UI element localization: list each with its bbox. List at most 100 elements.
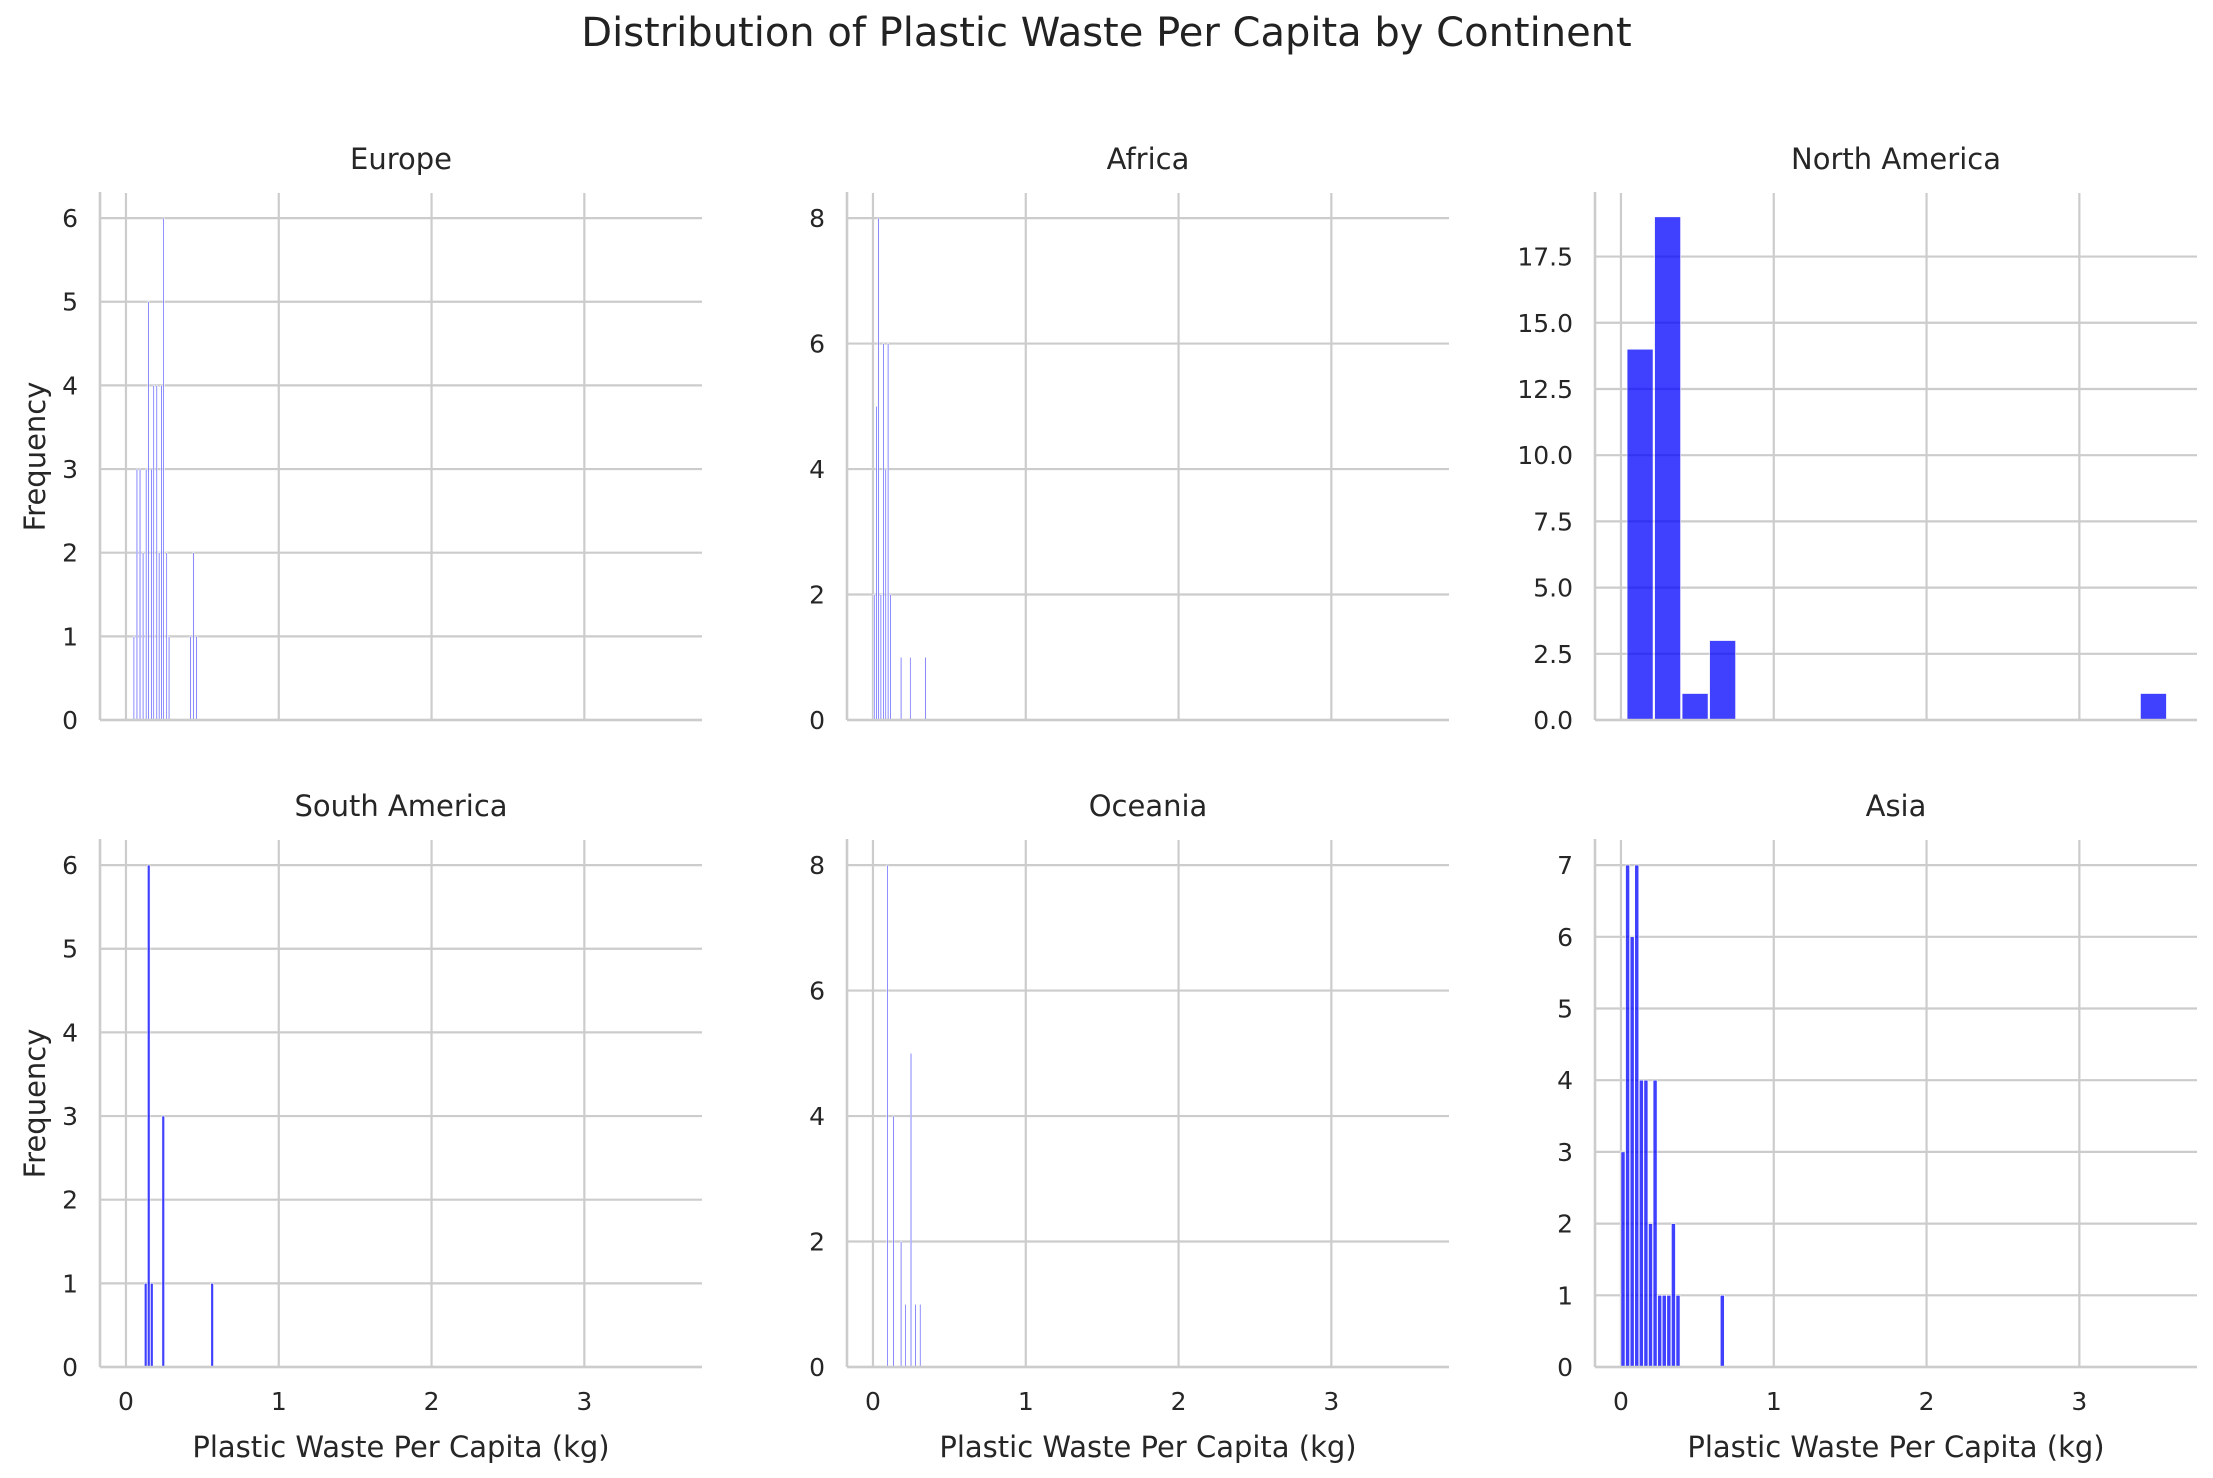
histogram-bar — [142, 552, 144, 721]
histogram-bar — [1629, 936, 1635, 1368]
panel-title: Africa — [1107, 142, 1190, 176]
histogram-bar — [1654, 216, 1681, 721]
y-tick-label: 4 — [809, 455, 825, 484]
histogram-bar — [887, 343, 889, 721]
histogram-bar — [882, 343, 885, 721]
histogram-bar — [884, 468, 887, 721]
histogram-bar — [155, 385, 158, 721]
y-tick-label: 4 — [1557, 1066, 1573, 1095]
y-tick-label: 4 — [62, 371, 78, 400]
histogram-bar — [158, 552, 161, 721]
histogram-bar — [1719, 1294, 1725, 1368]
histogram-bar — [877, 217, 880, 721]
histogram-bar — [160, 385, 163, 721]
y-tick-label: 10.0 — [1517, 441, 1573, 470]
y-tick-label: 8 — [809, 204, 825, 233]
x-tick-label: 3 — [1323, 1387, 1339, 1416]
y-tick-label: 2 — [62, 1186, 78, 1215]
panel-north-america: 0.0 2.5 5.0 7.5 10.0 12.5 15.0 17.5 North Americ… — [1517, 142, 2197, 735]
histogram-bar — [192, 552, 195, 721]
y-tick-label: 0 — [62, 706, 78, 735]
histogram-bar — [886, 864, 889, 1368]
panel-title: Europe — [350, 142, 452, 176]
x-tick-label: 2 — [424, 1387, 440, 1416]
histogram-bar — [139, 468, 141, 721]
histogram-bar — [150, 1283, 154, 1368]
histogram-bar — [150, 468, 153, 721]
x-tick-label: 0 — [118, 1387, 134, 1416]
panel-europe: 0 1 2 3 4 5 6 Europe Frequency — [18, 142, 702, 735]
x-tick-label: 1 — [1766, 1387, 1782, 1416]
histogram-bar — [133, 636, 135, 721]
panel-title: Oceania — [1089, 789, 1208, 823]
y-tick-label: 5.0 — [1533, 574, 1573, 603]
histogram-bar — [892, 1115, 895, 1368]
histogram-bar — [144, 1283, 148, 1368]
histogram-bar — [162, 217, 165, 721]
panel-title: South America — [294, 789, 507, 823]
y-tick-label: 4 — [62, 1018, 78, 1047]
histogram-bar — [1620, 1151, 1626, 1368]
x-axis-label: Plastic Waste Per Capita (kg) — [1687, 1430, 2104, 1464]
histogram-bar — [189, 636, 192, 721]
histogram-bar — [1657, 1294, 1662, 1368]
panel-asia: 0 1 2 3 4 5 6 7 0 1 2 3 Asia Plastic Waste Per Capita… — [1557, 789, 2197, 1464]
y-tick-label: 1 — [62, 622, 78, 651]
y-tick-label: 7 — [1557, 851, 1573, 880]
panel-africa: 0 2 4 6 8 Africa — [809, 142, 1449, 735]
y-tick-label: 2 — [1557, 1210, 1573, 1239]
x-axis-label: Plastic Waste Per Capita (kg) — [192, 1430, 609, 1464]
y-axis-label: Frequency — [18, 1029, 52, 1179]
histogram-bar — [1661, 1294, 1667, 1368]
y-tick-label: 5 — [62, 288, 78, 317]
histogram-bar — [924, 656, 927, 721]
histogram-bar — [168, 636, 170, 721]
histogram-bar — [147, 301, 150, 721]
histogram-bar — [914, 1303, 917, 1368]
panel-oceania: 0 2 4 6 8 0 1 2 3 Oceania Plastic Waste Per Capita… — [809, 789, 1449, 1464]
histogram-bar — [1709, 640, 1736, 721]
y-tick-label: 0 — [809, 1353, 825, 1382]
y-tick-label: 7.5 — [1533, 507, 1573, 536]
y-tick-label: 3 — [1557, 1138, 1573, 1167]
y-tick-label: 1 — [62, 1269, 78, 1298]
figure-title: Distribution of Plastic Waste Per Capita… — [581, 10, 1632, 56]
y-tick-label: 2 — [809, 581, 825, 610]
x-tick-label: 3 — [576, 1387, 592, 1416]
histogram-bar — [900, 656, 902, 721]
y-axis-label: Frequency — [18, 382, 52, 532]
histogram-bar — [1648, 1223, 1653, 1368]
histogram-bar — [880, 594, 882, 721]
histogram-bar — [1671, 1223, 1676, 1368]
y-tick-label: 0 — [62, 1353, 78, 1382]
y-tick-label: 12.5 — [1517, 375, 1573, 404]
histogram-bar — [910, 1053, 912, 1368]
y-tick-label: 2 — [62, 539, 78, 568]
x-axis-label: Plastic Waste Per Capita (kg) — [939, 1430, 1356, 1464]
histogram-bar — [136, 468, 138, 721]
x-tick-label: 2 — [1171, 1387, 1187, 1416]
y-tick-label: 6 — [62, 204, 78, 233]
histogram-bar — [165, 552, 168, 721]
x-tick-label: 0 — [865, 1387, 881, 1416]
histogram-bar — [152, 385, 155, 721]
y-tick-label: 17.5 — [1517, 243, 1573, 272]
y-tick-label: 3 — [62, 1102, 78, 1131]
histogram-bar — [919, 1303, 922, 1368]
y-tick-label: 1 — [1557, 1281, 1573, 1310]
histogram-bar — [161, 1115, 165, 1368]
y-tick-label: 8 — [809, 851, 825, 880]
histogram-bar — [1626, 348, 1654, 721]
histogram-bar — [875, 406, 878, 721]
histogram-bar — [1634, 864, 1640, 1368]
histogram-bar — [1643, 1079, 1649, 1368]
histogram-bar — [145, 468, 148, 721]
histogram-bar — [210, 1283, 214, 1368]
histogram-bar — [195, 636, 198, 721]
y-tick-label: 6 — [62, 851, 78, 880]
histogram-bar — [1675, 1294, 1681, 1368]
histogram-bar — [1666, 1294, 1672, 1368]
x-tick-label: 1 — [271, 1387, 287, 1416]
y-tick-label: 5 — [1557, 994, 1573, 1023]
